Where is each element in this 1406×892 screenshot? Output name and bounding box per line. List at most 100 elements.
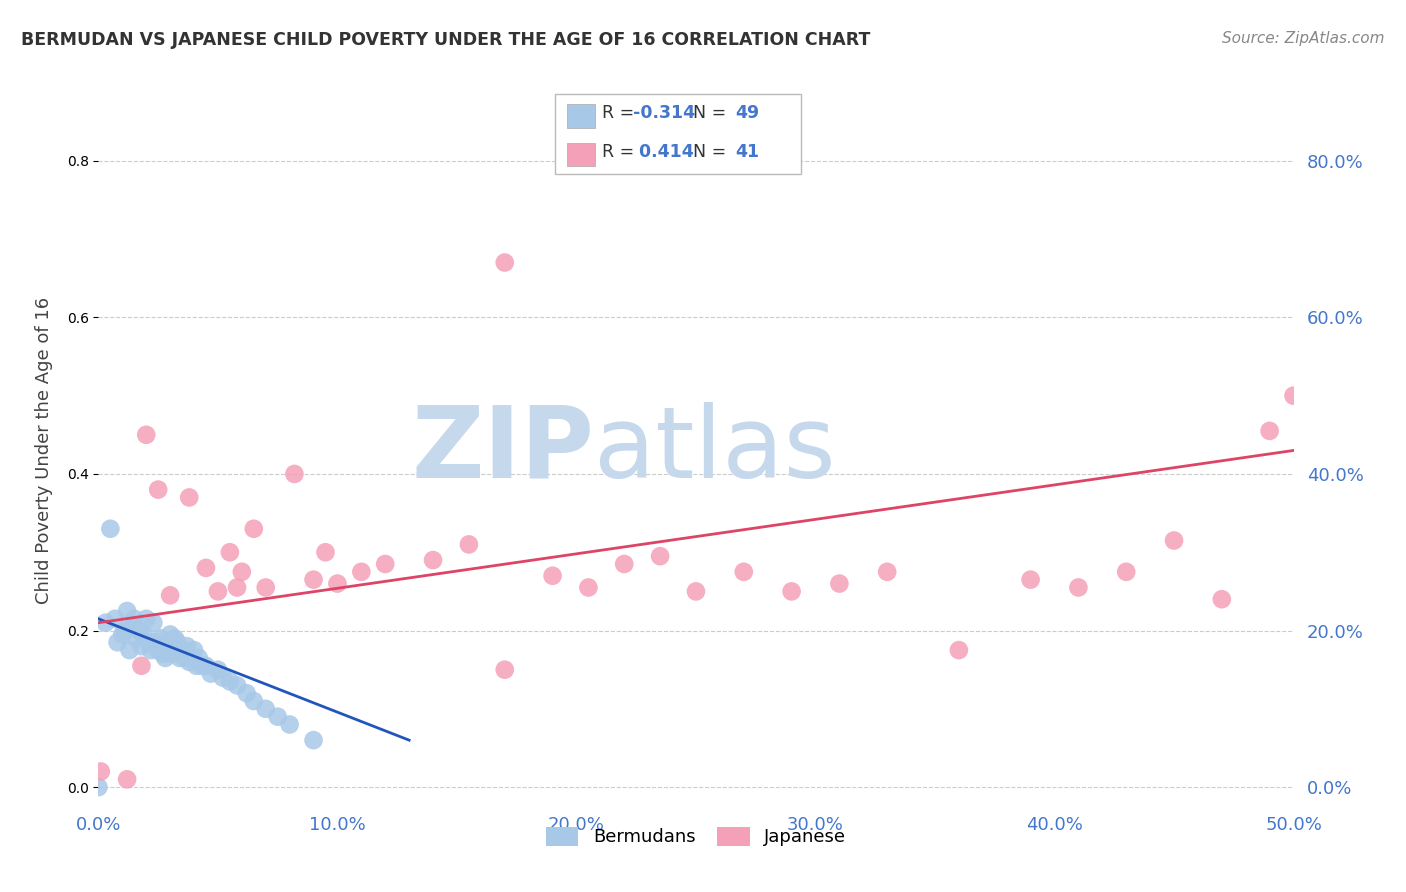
Y-axis label: Child Poverty Under the Age of 16: Child Poverty Under the Age of 16 bbox=[35, 297, 53, 604]
Point bbox=[948, 643, 970, 657]
Point bbox=[267, 709, 290, 723]
Point bbox=[254, 702, 277, 716]
Point bbox=[132, 627, 155, 641]
Point bbox=[243, 694, 266, 708]
Point bbox=[207, 663, 229, 677]
Point bbox=[231, 565, 253, 579]
Text: N =: N = bbox=[682, 143, 731, 161]
Point bbox=[87, 780, 110, 794]
Text: R =: R = bbox=[602, 143, 640, 161]
Point bbox=[94, 615, 117, 630]
Point bbox=[235, 686, 257, 700]
Point bbox=[219, 674, 242, 689]
Point bbox=[115, 604, 138, 618]
Point bbox=[128, 624, 150, 638]
Point bbox=[685, 584, 707, 599]
Text: N =: N = bbox=[682, 104, 731, 122]
Point bbox=[1163, 533, 1185, 548]
Point bbox=[283, 467, 305, 481]
Point bbox=[1258, 424, 1281, 438]
Point bbox=[254, 581, 277, 595]
Text: 0.414: 0.414 bbox=[633, 143, 693, 161]
Point bbox=[207, 584, 229, 599]
Point bbox=[541, 568, 564, 582]
Point bbox=[211, 671, 233, 685]
Point bbox=[125, 632, 148, 646]
Point bbox=[1019, 573, 1042, 587]
Point bbox=[149, 632, 172, 646]
Point bbox=[315, 545, 337, 559]
Point bbox=[135, 612, 157, 626]
Point bbox=[114, 624, 136, 638]
Point bbox=[195, 658, 218, 673]
Point bbox=[107, 635, 129, 649]
Point bbox=[121, 619, 143, 633]
Point bbox=[138, 635, 160, 649]
Text: atlas: atlas bbox=[595, 402, 837, 499]
Point bbox=[162, 647, 184, 661]
Point bbox=[148, 643, 170, 657]
Point bbox=[350, 565, 373, 579]
Point bbox=[1211, 592, 1233, 607]
Text: 41: 41 bbox=[735, 143, 759, 161]
Point bbox=[494, 255, 516, 269]
Point bbox=[131, 639, 153, 653]
Point bbox=[115, 772, 138, 787]
Point bbox=[1115, 565, 1137, 579]
Legend: Bermudans, Japanese: Bermudans, Japanese bbox=[538, 820, 853, 854]
Point bbox=[733, 565, 755, 579]
Point bbox=[169, 651, 191, 665]
Point bbox=[780, 584, 803, 599]
Point bbox=[111, 627, 134, 641]
Point bbox=[458, 537, 481, 551]
Point bbox=[183, 643, 205, 657]
Point bbox=[163, 632, 186, 646]
Point bbox=[148, 483, 170, 497]
Point bbox=[145, 635, 167, 649]
Point bbox=[1282, 389, 1305, 403]
Point bbox=[186, 658, 208, 673]
Point bbox=[578, 581, 600, 595]
Point bbox=[124, 612, 146, 626]
Point bbox=[159, 588, 181, 602]
Point bbox=[422, 553, 444, 567]
Point bbox=[302, 573, 325, 587]
Point bbox=[118, 643, 141, 657]
Point bbox=[1067, 581, 1090, 595]
Text: R =: R = bbox=[602, 104, 640, 122]
Point bbox=[226, 678, 249, 692]
Point bbox=[176, 639, 198, 653]
Point bbox=[243, 522, 266, 536]
Point bbox=[219, 545, 242, 559]
Point bbox=[187, 651, 209, 665]
Point bbox=[326, 576, 349, 591]
Point bbox=[135, 427, 157, 442]
Text: 49: 49 bbox=[735, 104, 759, 122]
Point bbox=[278, 717, 301, 731]
Point bbox=[190, 658, 212, 673]
Point bbox=[131, 658, 153, 673]
Point bbox=[142, 615, 165, 630]
Point bbox=[173, 651, 195, 665]
Point bbox=[374, 557, 396, 571]
Point bbox=[159, 627, 181, 641]
Point bbox=[179, 655, 201, 669]
Point bbox=[172, 643, 194, 657]
Point bbox=[90, 764, 112, 779]
Point bbox=[104, 612, 127, 626]
Point bbox=[613, 557, 636, 571]
Point bbox=[828, 576, 851, 591]
Point bbox=[179, 491, 201, 505]
Text: Source: ZipAtlas.com: Source: ZipAtlas.com bbox=[1222, 31, 1385, 46]
Point bbox=[166, 635, 188, 649]
Point bbox=[98, 522, 122, 536]
Point bbox=[200, 666, 222, 681]
Point bbox=[494, 663, 516, 677]
Point bbox=[155, 651, 177, 665]
Text: -0.314: -0.314 bbox=[633, 104, 695, 122]
Text: BERMUDAN VS JAPANESE CHILD POVERTY UNDER THE AGE OF 16 CORRELATION CHART: BERMUDAN VS JAPANESE CHILD POVERTY UNDER… bbox=[21, 31, 870, 49]
Point bbox=[226, 581, 249, 595]
Point bbox=[302, 733, 325, 747]
Point bbox=[648, 549, 672, 564]
Point bbox=[139, 643, 162, 657]
